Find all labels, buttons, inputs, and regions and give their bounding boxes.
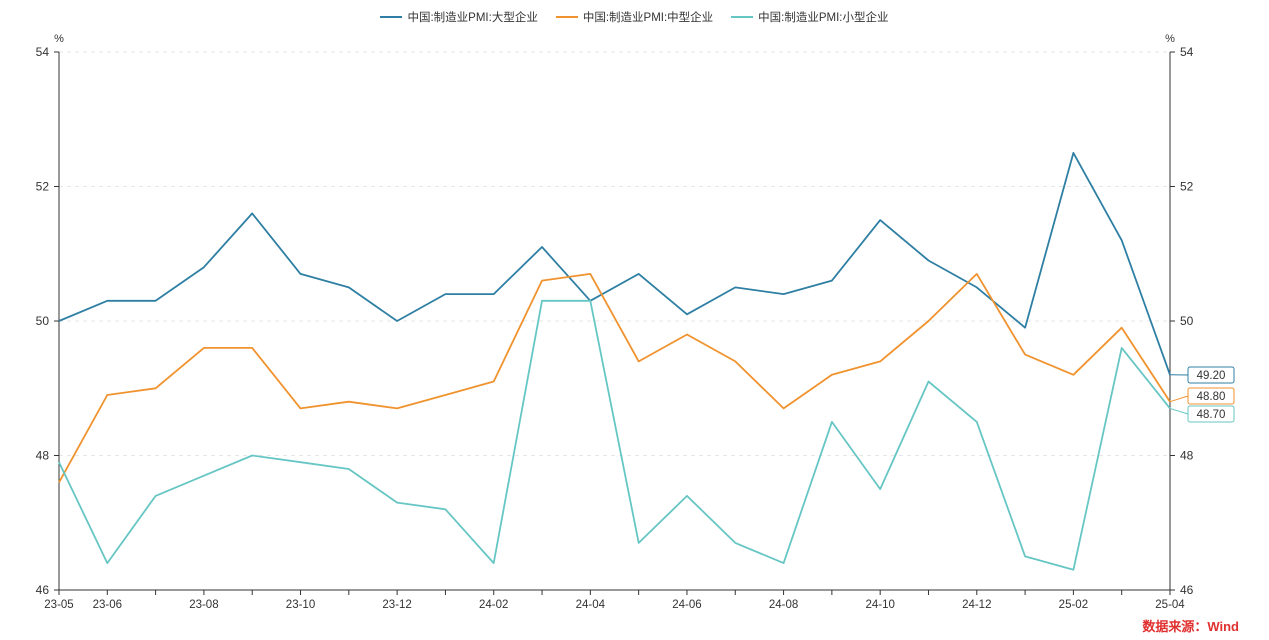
left-tick-label: 52	[36, 180, 50, 194]
legend-swatch-small	[731, 16, 754, 18]
legend-item-small: 中国:制造业PMI:小型企业	[731, 9, 889, 25]
x-tick-label: 23-10	[286, 599, 315, 611]
left-tick-label: 46	[36, 583, 50, 597]
end-label-large: 49.20	[1197, 370, 1226, 382]
right-tick-label: 46	[1180, 583, 1194, 597]
x-tick-label: 25-02	[1059, 599, 1088, 611]
x-tick-label: 24-02	[479, 599, 508, 611]
x-tick-label: 24-06	[672, 599, 701, 611]
legend-swatch-medium	[555, 16, 578, 18]
x-tick-label: 24-12	[962, 599, 991, 611]
right-tick-label: 50	[1180, 314, 1194, 328]
x-tick-label: 23-05	[44, 599, 73, 611]
end-label-medium: 48.80	[1197, 391, 1226, 403]
right-tick-label: 54	[1180, 45, 1194, 59]
left-tick-label: 48	[36, 449, 50, 463]
x-tick-label: 23-12	[382, 599, 411, 611]
x-tick-label: 25-04	[1155, 599, 1185, 611]
end-label-box-medium	[1187, 387, 1235, 405]
x-tick-label: 24-08	[769, 599, 798, 611]
legend-swatch-large	[380, 16, 403, 18]
end-label-leader-small	[1169, 407, 1189, 415]
series-line-medium	[58, 272, 1171, 483]
x-tick-label: 24-10	[865, 599, 894, 611]
right-tick-label: 52	[1180, 180, 1194, 194]
legend-label-small: 中国:制造业PMI:小型企业	[758, 12, 889, 24]
series-line-large	[58, 151, 1171, 376]
x-tick-label: 23-08	[189, 599, 218, 611]
end-label-small: 48.70	[1197, 409, 1226, 421]
x-tick-label: 24-04	[576, 599, 606, 611]
left-tick-label: 50	[36, 314, 50, 328]
end-label-box-large	[1187, 366, 1235, 384]
source-label: 数据来源：Wind	[1142, 619, 1239, 634]
legend-label-large: 中国:制造业PMI:大型企业	[407, 12, 538, 24]
end-label-leader-medium	[1169, 395, 1189, 403]
legend-label-medium: 中国:制造业PMI:中型企业	[582, 12, 714, 24]
legend: 中国:制造业PMI:大型企业 中国:制造业PMI:中型企业 中国:制造业PMI:小型…	[0, 9, 1269, 25]
right-tick-label: 48	[1180, 449, 1194, 463]
legend-item-large: 中国:制造业PMI:大型企业	[380, 9, 538, 25]
legend-item-medium: 中国:制造业PMI:中型企业	[555, 9, 714, 25]
end-label-box-small	[1187, 405, 1235, 423]
left-unit-label: %	[54, 33, 64, 45]
left-tick-label: 54	[36, 45, 50, 59]
series-line-small	[58, 299, 1171, 571]
x-tick-label: 23-06	[93, 599, 122, 611]
right-unit-label: %	[1165, 33, 1175, 45]
